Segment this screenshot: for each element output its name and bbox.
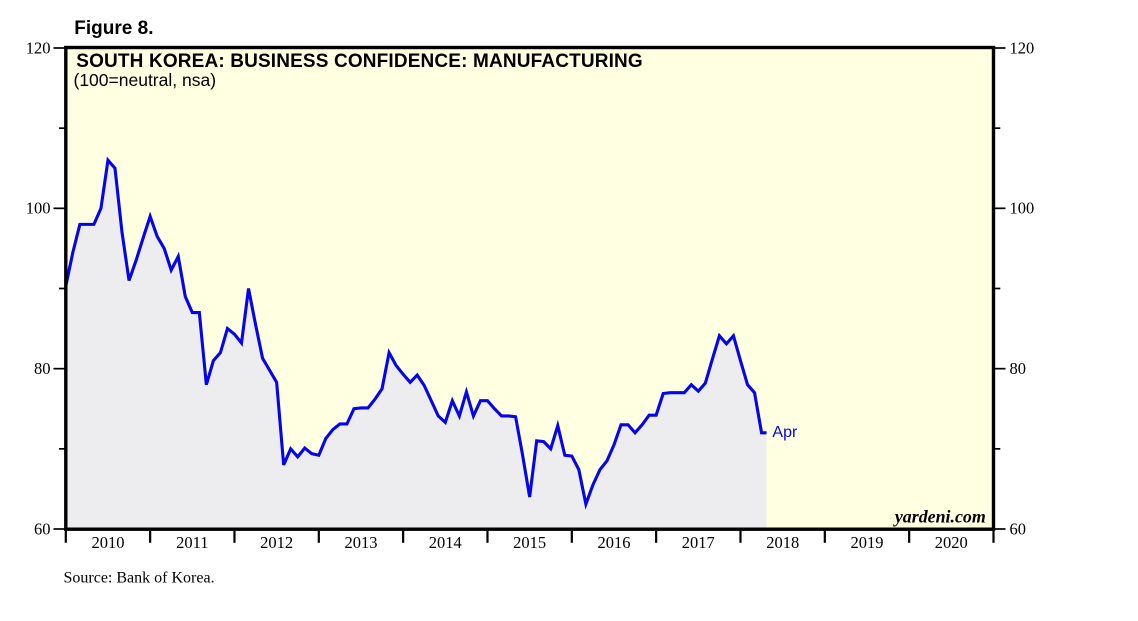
- svg-text:2011: 2011: [176, 533, 208, 552]
- svg-text:60: 60: [1010, 519, 1027, 538]
- svg-text:80: 80: [1010, 359, 1027, 378]
- svg-text:2017: 2017: [682, 533, 715, 552]
- svg-text:2019: 2019: [851, 533, 884, 552]
- svg-text:60: 60: [34, 519, 51, 538]
- svg-text:2014: 2014: [429, 533, 462, 552]
- svg-text:120: 120: [26, 38, 51, 57]
- svg-text:2010: 2010: [92, 533, 125, 552]
- svg-text:2013: 2013: [345, 533, 378, 552]
- svg-text:Source: Bank of Korea.: Source: Bank of Korea.: [64, 570, 215, 587]
- svg-text:2020: 2020: [935, 533, 968, 552]
- svg-text:2016: 2016: [598, 533, 631, 552]
- svg-text:yardeni.com: yardeni.com: [893, 507, 986, 527]
- svg-text:100: 100: [26, 199, 51, 218]
- svg-text:2012: 2012: [260, 533, 293, 552]
- svg-text:2018: 2018: [766, 533, 799, 552]
- svg-text:2015: 2015: [513, 533, 546, 552]
- svg-text:120: 120: [1010, 38, 1035, 57]
- svg-text:100: 100: [1010, 199, 1035, 218]
- svg-text:80: 80: [34, 359, 51, 378]
